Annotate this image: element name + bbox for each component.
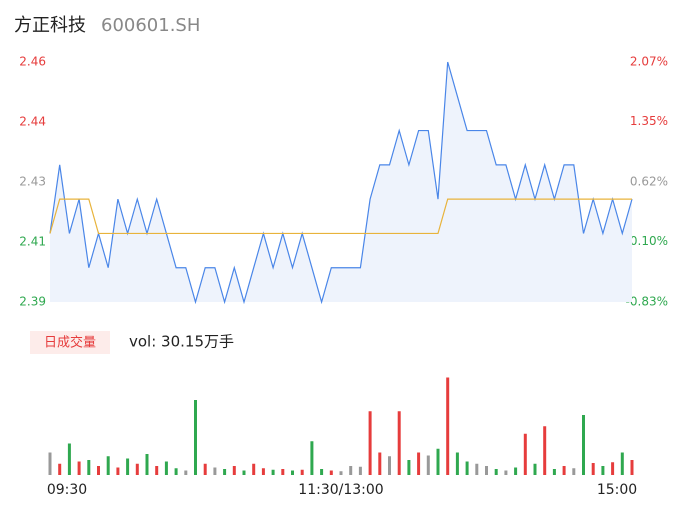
y-tick-label: 2.43 (19, 175, 46, 189)
volume-bar (552, 469, 556, 475)
volume-bar (329, 470, 333, 475)
y-tick-label: 2.46 (19, 55, 46, 69)
volume-bar (349, 466, 353, 475)
volume-bar (523, 433, 527, 475)
volume-bar (378, 452, 382, 475)
volume-bar (87, 460, 91, 475)
volume-bar (213, 467, 217, 475)
volume-bar (475, 463, 479, 475)
volume-bar (145, 454, 149, 475)
volume-bar (358, 466, 362, 475)
volume-bar (630, 460, 634, 475)
x-tick-label: 15:00 (597, 482, 637, 498)
volume-bar (543, 426, 547, 475)
volume-bar (135, 463, 139, 475)
volume-bar (611, 462, 615, 475)
volume-bar (620, 452, 624, 475)
volume-bar (485, 466, 488, 475)
volume-bar (320, 469, 324, 475)
volume-bar (388, 456, 391, 475)
volume-bar (271, 469, 275, 475)
volume-bar (446, 377, 450, 475)
y-tick-label: 2.41 (19, 235, 46, 249)
volume-bar (291, 470, 294, 475)
volume-bar (533, 463, 537, 475)
volume-bar (310, 441, 314, 475)
volume-bar (261, 468, 265, 475)
volume-bar (155, 466, 159, 475)
x-tick-label: 11:30/13:00 (298, 482, 383, 498)
volume-bar (465, 461, 469, 475)
volume-bar (67, 443, 71, 475)
volume-bar (97, 466, 100, 475)
volume-bar (582, 415, 585, 475)
volume-bar (436, 448, 440, 475)
volume-bar (203, 463, 207, 475)
volume-bar (194, 400, 197, 475)
volume-bar (58, 463, 62, 475)
y2-tick-label: 2.07% (630, 55, 668, 69)
volume-bar (252, 463, 256, 475)
volume-bar (397, 411, 401, 475)
volume-bar (368, 411, 372, 475)
volume-bar (174, 468, 178, 475)
y-tick-label: 2.44 (19, 115, 46, 129)
volume-bar (48, 452, 52, 475)
volume-bar (426, 455, 430, 475)
volume-bar (116, 467, 120, 475)
volume-bar (164, 461, 168, 475)
y-tick-label: 2.39 (19, 295, 46, 309)
legend-label: 日成交量 (44, 335, 96, 351)
volume-bar (407, 460, 411, 475)
volume-bar (339, 471, 343, 475)
stock-code: 600601.SH (101, 15, 200, 36)
volume-bar (184, 470, 188, 475)
stock-name: 方正科技 (14, 15, 86, 36)
y2-tick-label: -0.10% (626, 234, 668, 248)
volume-bar (562, 466, 566, 475)
volume-bar (601, 466, 605, 475)
y2-tick-label: -0.83% (626, 295, 668, 309)
volume-bar (77, 461, 81, 475)
y2-tick-label: 1.35% (630, 114, 668, 128)
volume-bar (572, 468, 576, 475)
price-area (50, 62, 632, 302)
volume-bar (300, 469, 304, 475)
volume-bar (281, 469, 285, 475)
y2-tick-label: 0.62% (630, 175, 668, 189)
volume-bar (106, 456, 110, 475)
volume-bar (514, 467, 518, 475)
price-line (49, 198, 632, 235)
volume-bar (242, 470, 246, 475)
volume-bar (591, 463, 595, 475)
volume-bar (126, 458, 130, 475)
volume-bar (232, 466, 236, 475)
x-tick-label: 09:30 (47, 482, 87, 498)
volume-bar (504, 470, 508, 475)
volume-bar (223, 469, 227, 475)
volume-total: vol: 30.15万手 (129, 333, 234, 351)
volume-bar (455, 452, 459, 475)
volume-bar (417, 452, 421, 475)
volume-bar (494, 469, 498, 475)
legend-badge (30, 331, 110, 354)
